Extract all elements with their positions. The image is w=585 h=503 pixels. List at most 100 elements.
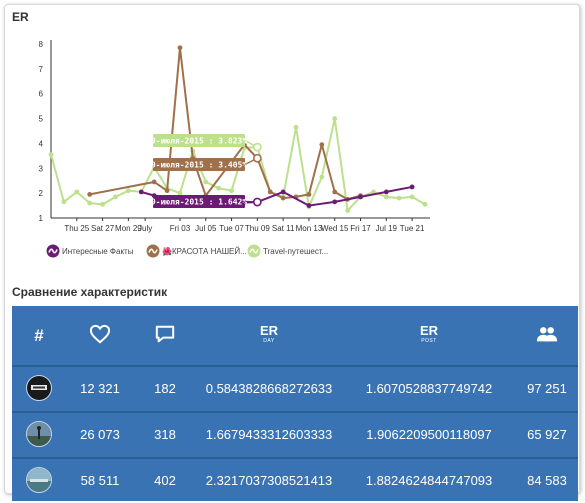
- tooltip-1: 9-июля-2015 : 3.405%: [151, 153, 262, 171]
- avatar-image: [27, 422, 51, 446]
- series-point-2: [113, 194, 118, 200]
- row-er-day: 1.6679433312603333: [196, 411, 342, 455]
- series-point-2: [371, 189, 376, 195]
- series-point-2: [177, 190, 183, 196]
- legend-wave-icon: [249, 248, 259, 254]
- series-point-2: [87, 200, 93, 206]
- series-point-2: [409, 194, 415, 200]
- table-header-row: # ER DAY ER POST: [12, 308, 578, 363]
- x-tick-label: Jul 05: [195, 224, 217, 233]
- legend-item-0[interactable]: Интересные Факты: [46, 244, 134, 258]
- header-likes[interactable]: [66, 308, 134, 363]
- series-point-1: [177, 45, 183, 51]
- x-tick-label: Sat 27: [91, 224, 115, 233]
- series-point-2: [229, 188, 234, 194]
- series-point-0: [358, 194, 363, 200]
- legend-wave-icon: [148, 248, 158, 254]
- avatar-image: [27, 376, 51, 400]
- series-point-2: [383, 194, 389, 200]
- header-er-post[interactable]: ER POST: [342, 308, 516, 363]
- series-line-1: [89, 46, 361, 201]
- y-tick-label: 2: [39, 189, 44, 198]
- x-tick-label: Sat 11: [272, 224, 295, 233]
- series-point-2: [396, 195, 402, 201]
- header-members[interactable]: [516, 308, 578, 363]
- comparison-table-container: # ER DAY ER POST: [12, 306, 578, 501]
- series-point-2: [293, 124, 299, 130]
- y-tick-label: 3: [39, 164, 44, 173]
- row-likes: 12 321: [66, 365, 134, 409]
- row-members: 97 251: [516, 365, 578, 409]
- series-point-2: [422, 201, 428, 207]
- table-row[interactable]: 26 073 318 1.6679433312603333 1.90622095…: [12, 411, 578, 455]
- tooltip-0: 9-июля-2015 : 3.823%: [151, 134, 262, 152]
- legend-item-2[interactable]: Travel-путешест...: [247, 244, 329, 258]
- chart-title: ER: [12, 10, 29, 24]
- row-likes: 26 073: [66, 411, 134, 455]
- x-tick-label: Fri 03: [170, 224, 191, 233]
- table-row[interactable]: 12 321 182 0.5843828668272633 1.60705288…: [12, 365, 578, 409]
- row-comments: 182: [134, 365, 196, 409]
- row-er-post: 1.6070528837749742: [342, 365, 516, 409]
- chart-tooltips: 9-июля-2015 : 3.823% 9-июля-2015 : 3.405%…: [151, 134, 262, 208]
- hash-label: #: [34, 325, 44, 345]
- x-tick-label: Thu 09: [245, 224, 270, 233]
- group-avatar-planet[interactable]: [26, 421, 52, 447]
- tooltip-box: [153, 158, 245, 171]
- heart-icon: [89, 324, 111, 344]
- row-er-day: 2.3217037308521413: [196, 457, 342, 501]
- legend-item-1[interactable]: 🌺КРАСОТА НАШЕЙ...: [146, 244, 247, 258]
- series-point-2: [319, 174, 325, 180]
- series-point-0: [306, 203, 312, 208]
- row-members: 84 583: [516, 457, 578, 501]
- series-point-2: [216, 185, 222, 191]
- series-point-1: [87, 191, 93, 197]
- series-point-1: [306, 191, 312, 197]
- x-tick-label: Thu 25: [64, 224, 89, 233]
- comparison-table: # ER DAY ER POST: [12, 306, 578, 503]
- tooltip-marker: [252, 197, 262, 207]
- series-point-1: [280, 195, 286, 201]
- series-point-0: [409, 184, 415, 190]
- series-point-0: [332, 199, 338, 205]
- row-er-day: 0.5843828668272633: [196, 365, 342, 409]
- header-er-day[interactable]: ER DAY: [196, 308, 342, 363]
- row-avatar[interactable]: [12, 411, 66, 455]
- er-day-small: DAY: [263, 337, 275, 344]
- avatar-image: [27, 468, 51, 492]
- x-tick-label: Tue 07: [219, 224, 244, 233]
- series-point-1: [319, 142, 325, 148]
- series-point-2: [48, 152, 54, 158]
- comparison-title: Сравнение характеристик: [12, 285, 168, 299]
- y-axis: 1 2 3 4 5 6 7 8: [39, 40, 44, 223]
- row-avatar[interactable]: [12, 457, 66, 501]
- group-avatar-travel[interactable]: [26, 467, 52, 493]
- series-point-0: [280, 189, 286, 195]
- table-row[interactable]: 58 511 402 2.3217037308521413 1.88246248…: [12, 457, 578, 501]
- series-point-1: [267, 189, 273, 195]
- x-tick-label: Mon 29: [115, 224, 142, 233]
- x-tick-label: Tue 21: [400, 224, 425, 233]
- series-point-2: [345, 208, 351, 213]
- tooltip-marker: [252, 142, 262, 152]
- row-members: 65 927: [516, 411, 578, 455]
- row-avatar[interactable]: [12, 365, 66, 409]
- group-avatar-facts[interactable]: [26, 375, 52, 401]
- y-tick-label: 4: [39, 139, 44, 148]
- tooltip-box: [153, 195, 245, 208]
- x-tick-label: Wed 15: [321, 224, 349, 233]
- tooltip-text: 9-июля-2015 : 1.642%: [151, 198, 248, 207]
- row-likes: 58 511: [66, 457, 134, 501]
- legend-wave-icon: [48, 248, 58, 254]
- chart-series: [48, 45, 428, 213]
- series-point-2: [125, 188, 131, 194]
- header-comments[interactable]: [134, 308, 196, 363]
- y-tick-label: 6: [39, 90, 44, 99]
- series-point-2: [74, 189, 80, 195]
- y-tick-label: 8: [39, 40, 44, 49]
- y-tick-label: 7: [39, 65, 44, 74]
- chart-grid: [50, 40, 430, 219]
- er-day-big: ER: [259, 322, 279, 338]
- row-comments: 318: [134, 411, 196, 455]
- er-post-small: POST: [421, 337, 437, 344]
